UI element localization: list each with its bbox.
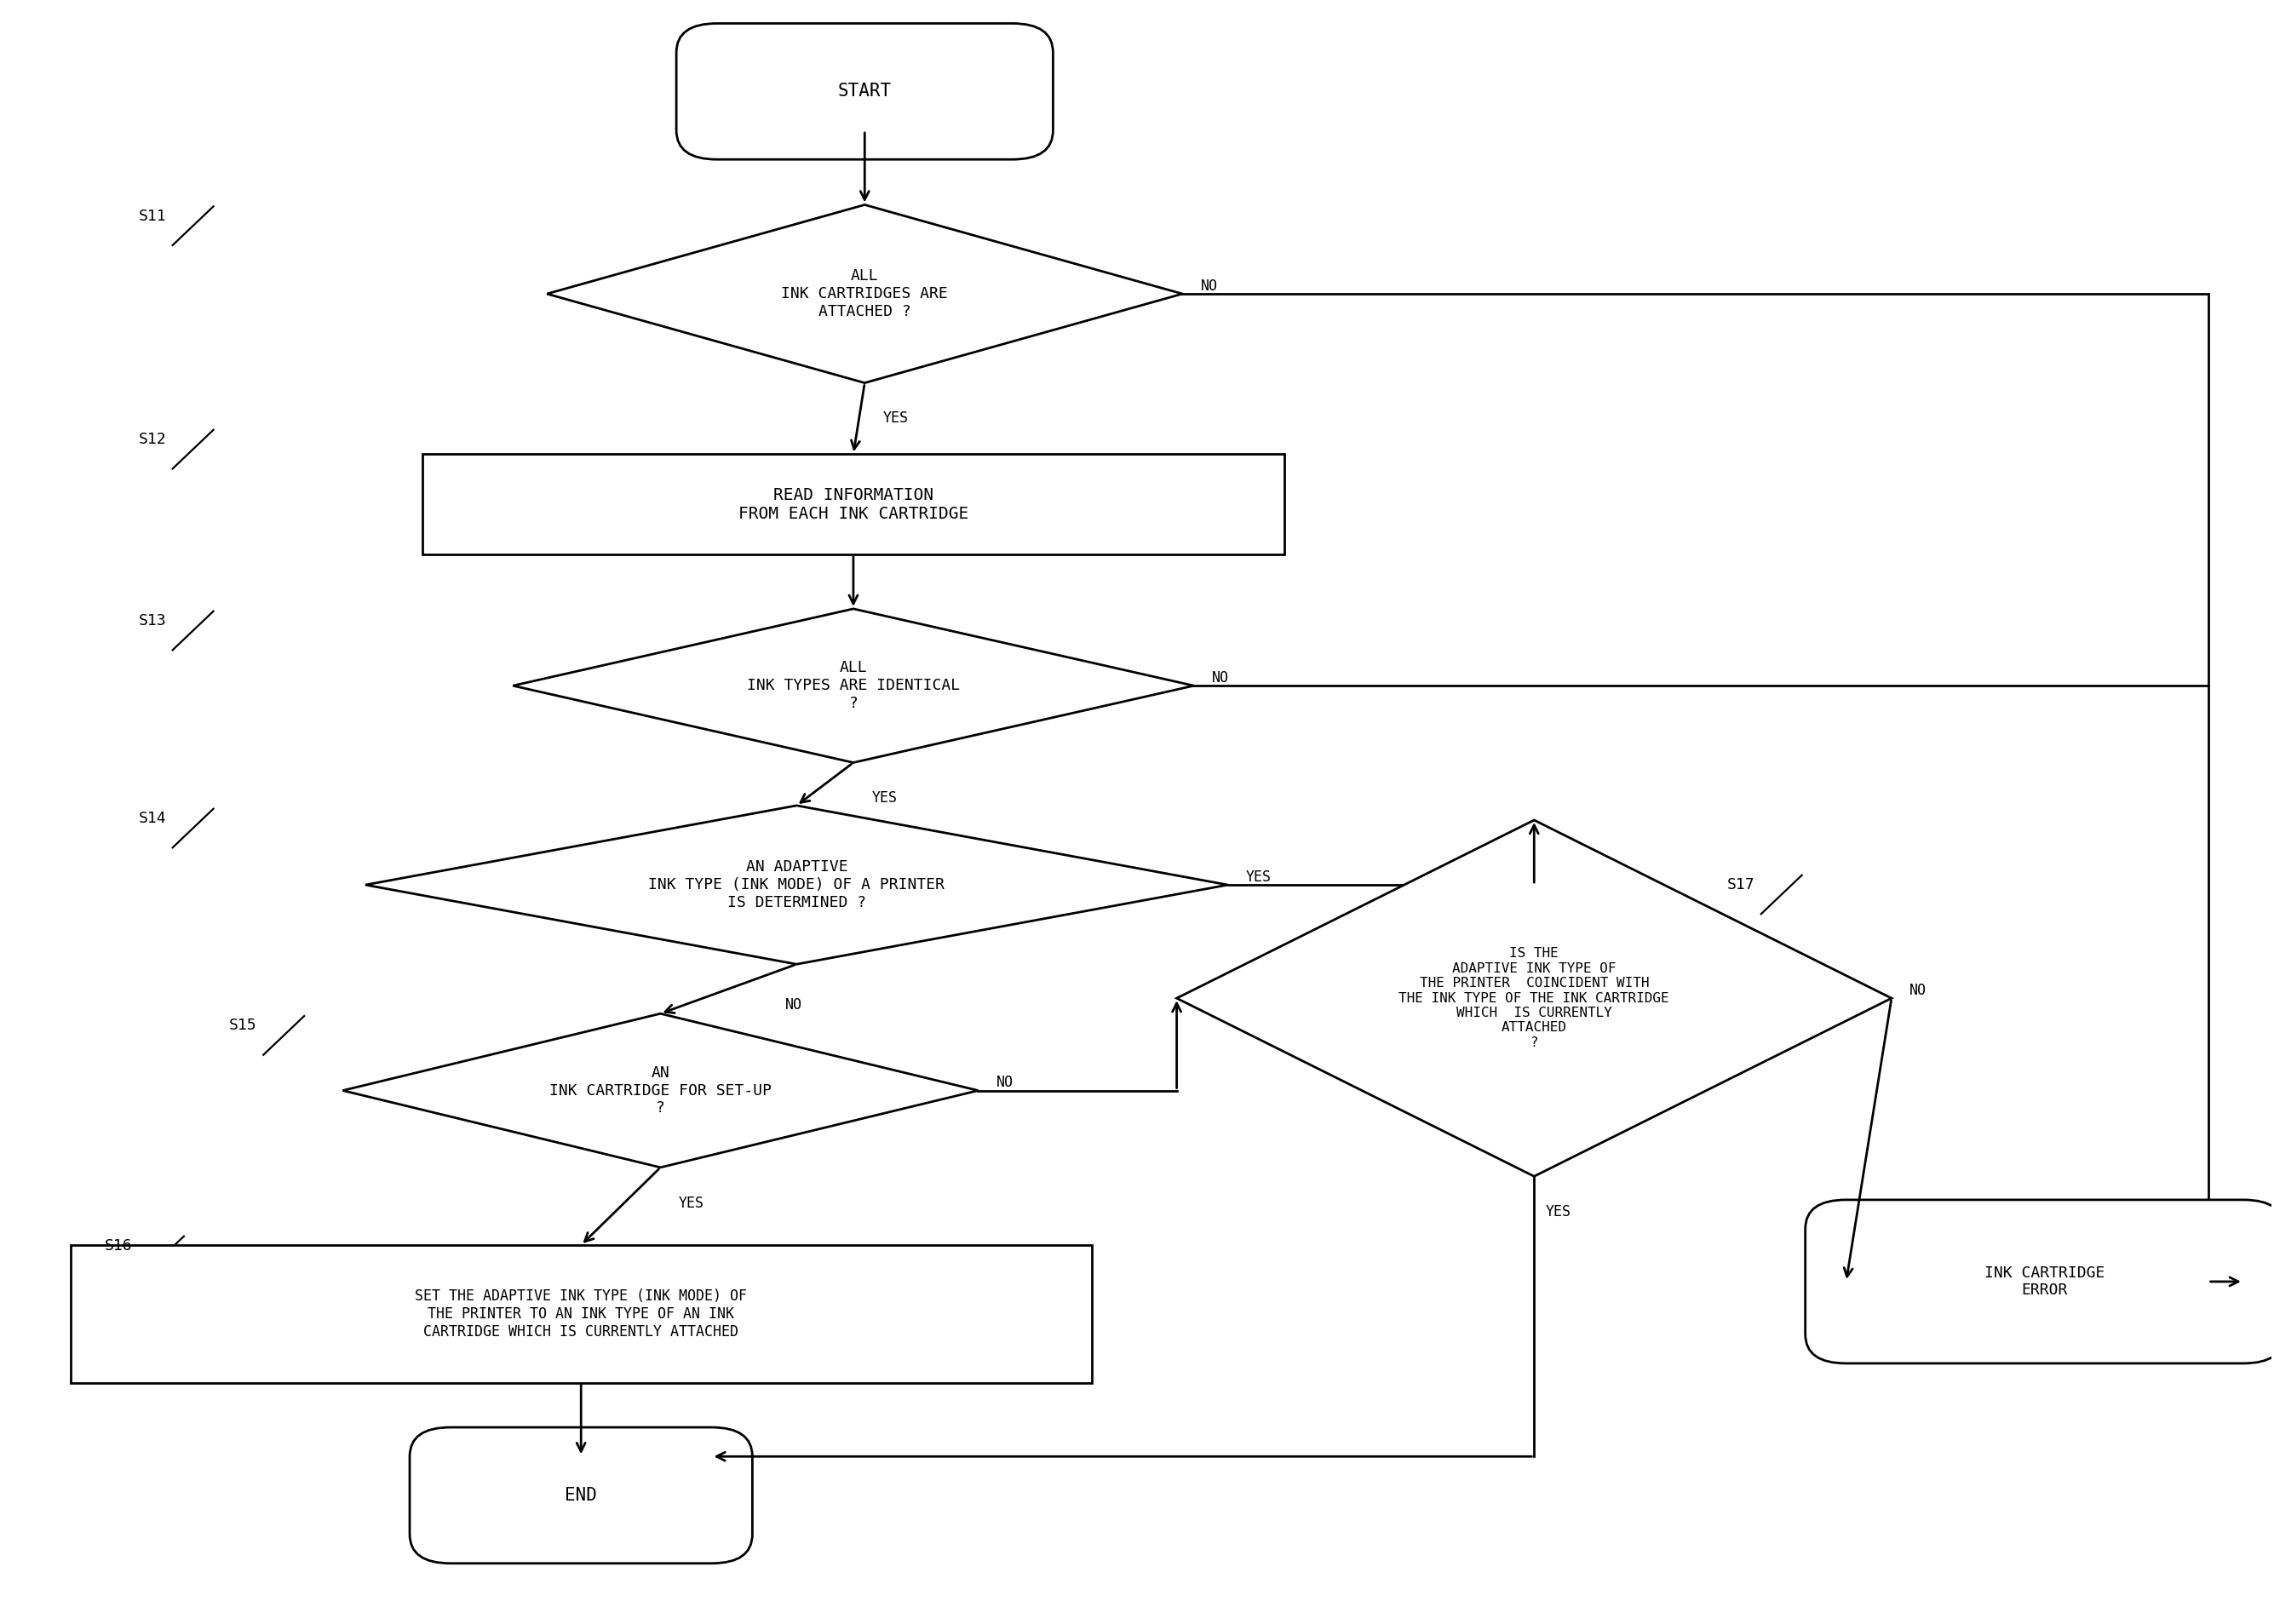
Text: READ INFORMATION
FROM EACH INK CARTRIDGE: READ INFORMATION FROM EACH INK CARTRIDGE	[739, 487, 969, 521]
Text: END: END	[564, 1488, 598, 1504]
Text: S12: S12	[139, 432, 166, 447]
Text: S17: S17	[1726, 877, 1756, 893]
Text: NO: NO	[785, 997, 803, 1012]
Polygon shape	[343, 1013, 978, 1168]
Text: S15: S15	[230, 1018, 257, 1033]
Text: S11: S11	[139, 208, 166, 224]
Text: NO: NO	[1910, 983, 1926, 997]
Polygon shape	[514, 609, 1194, 763]
FancyBboxPatch shape	[1806, 1200, 2274, 1364]
Text: S13: S13	[139, 614, 166, 628]
Text: NO: NO	[1212, 671, 1228, 685]
Text: YES: YES	[678, 1195, 705, 1212]
Text: YES: YES	[882, 411, 907, 425]
Polygon shape	[366, 806, 1228, 965]
FancyBboxPatch shape	[409, 1427, 753, 1564]
Text: S16: S16	[105, 1237, 132, 1254]
Text: NO: NO	[1201, 278, 1217, 294]
Text: S14: S14	[139, 810, 166, 827]
Text: AN ADAPTIVE
INK TYPE (INK MODE) OF A PRINTER
IS DETERMINED ?: AN ADAPTIVE INK TYPE (INK MODE) OF A PRI…	[648, 859, 944, 909]
Text: IS THE
ADAPTIVE INK TYPE OF
THE PRINTER  COINCIDENT WITH
THE INK TYPE OF THE INK: IS THE ADAPTIVE INK TYPE OF THE PRINTER …	[1399, 947, 1669, 1049]
Bar	[423, 455, 1285, 554]
Text: ALL
INK CARTRIDGES ARE
ATTACHED ?: ALL INK CARTRIDGES ARE ATTACHED ?	[782, 268, 948, 320]
Polygon shape	[1176, 820, 1892, 1176]
Text: YES: YES	[871, 791, 896, 806]
Text: AN
INK CARTRIDGE FOR SET-UP
?: AN INK CARTRIDGE FOR SET-UP ?	[550, 1065, 771, 1116]
Text: SET THE ADAPTIVE INK TYPE (INK MODE) OF
THE PRINTER TO AN INK TYPE OF AN INK
CAR: SET THE ADAPTIVE INK TYPE (INK MODE) OF …	[414, 1288, 748, 1340]
FancyBboxPatch shape	[675, 23, 1053, 159]
Bar	[70, 1246, 1092, 1382]
Text: ALL
INK TYPES ARE IDENTICAL
?: ALL INK TYPES ARE IDENTICAL ?	[746, 661, 960, 711]
Text: NO: NO	[996, 1075, 1014, 1090]
Text: YES: YES	[1546, 1205, 1571, 1220]
Text: INK CARTRIDGE
ERROR: INK CARTRIDGE ERROR	[1985, 1265, 2106, 1298]
Text: YES: YES	[1246, 869, 1271, 885]
Text: START: START	[837, 83, 891, 101]
Polygon shape	[548, 205, 1182, 383]
